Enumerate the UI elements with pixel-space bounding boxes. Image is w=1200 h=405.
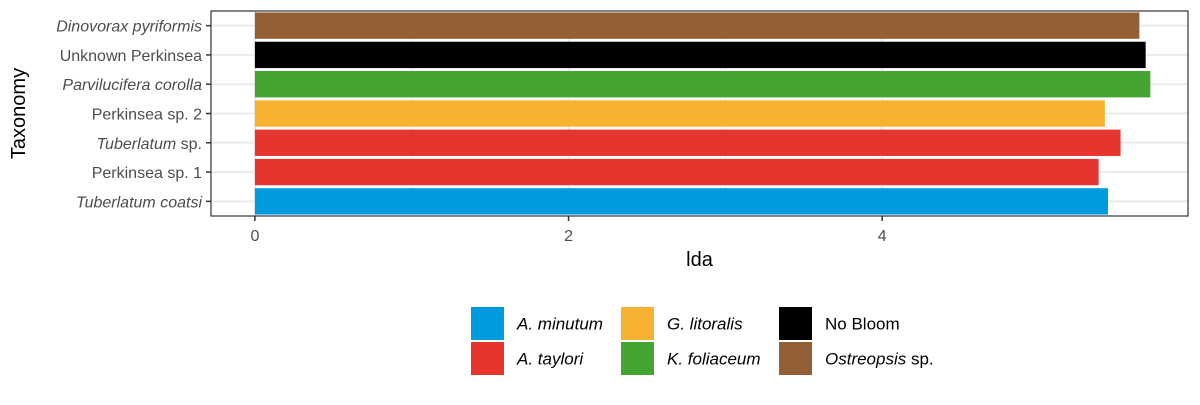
y-tick-label: Dinovorax pyriformis <box>56 19 202 36</box>
legend-swatch <box>471 307 504 340</box>
y-tick-label: Perkinsea sp. 1 <box>92 165 202 182</box>
y-tick-label: Parvilucifera corolla <box>62 77 202 94</box>
legend-label: G. litoralis <box>667 315 743 334</box>
legend-item: A. taylori <box>471 342 584 375</box>
y-tick-layer: Dinovorax pyriformis Unknown Perkinsea Par… <box>56 19 211 211</box>
legend-swatch <box>471 342 504 375</box>
y-tick-label: Tuberlatum sp. <box>96 136 202 153</box>
x-tick-layer: 0 2 4 <box>250 216 887 245</box>
legend-swatch <box>779 307 812 340</box>
bar <box>254 100 1105 127</box>
legend-label: Ostreopsis sp. <box>825 350 934 369</box>
x-tick-label: 4 <box>878 228 887 245</box>
legend: A. minutum A. taylori G. litoralis K. folia… <box>471 307 934 375</box>
legend-label: K. foliaceum <box>667 350 761 369</box>
legend-item: A. minutum <box>471 307 603 340</box>
x-tick-label: 0 <box>250 228 259 245</box>
legend-swatch <box>621 307 654 340</box>
legend-item: Ostreopsis sp. <box>779 342 934 375</box>
bar <box>254 12 1140 39</box>
y-tick-label: Perkinsea sp. 2 <box>92 107 202 124</box>
legend-swatch <box>779 342 812 375</box>
legend-label: A. minutum <box>516 315 603 334</box>
y-tick-label: Unknown Perkinsea <box>60 48 202 65</box>
bar <box>254 71 1151 98</box>
legend-swatch <box>621 342 654 375</box>
bar <box>254 158 1099 186</box>
legend-label: A. taylori <box>516 350 584 369</box>
y-axis-title: Taxonomy <box>8 68 30 159</box>
bar <box>254 129 1121 156</box>
bar <box>254 188 1109 215</box>
y-tick-label: Tuberlatum coatsi <box>76 194 202 211</box>
x-axis-title: lda <box>686 249 714 271</box>
bar <box>254 41 1146 69</box>
x-tick-label: 2 <box>564 228 573 245</box>
legend-item: K. foliaceum <box>621 342 761 375</box>
legend-label: No Bloom <box>825 315 900 334</box>
legend-item: G. litoralis <box>621 307 743 340</box>
bar-layer <box>254 12 1151 215</box>
legend-item: No Bloom <box>779 307 900 340</box>
